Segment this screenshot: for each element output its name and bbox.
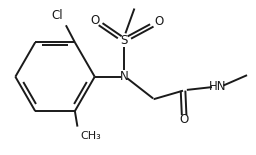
Text: HN: HN [209, 80, 226, 93]
Text: S: S [121, 34, 128, 47]
Text: O: O [154, 15, 163, 28]
Text: CH₃: CH₃ [80, 131, 101, 141]
Text: Cl: Cl [52, 9, 63, 22]
Text: N: N [120, 70, 129, 83]
Text: O: O [180, 113, 189, 126]
Text: O: O [90, 14, 99, 27]
